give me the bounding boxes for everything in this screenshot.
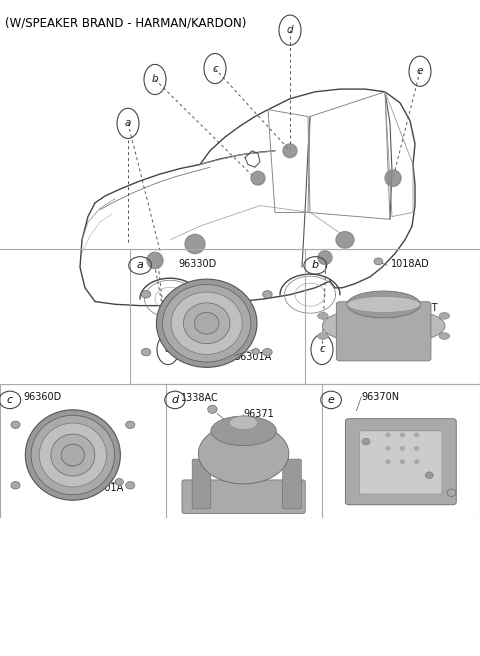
Ellipse shape xyxy=(163,285,251,362)
Ellipse shape xyxy=(347,291,420,318)
Text: a: a xyxy=(137,260,144,270)
Text: c: c xyxy=(319,344,325,354)
Circle shape xyxy=(447,489,456,497)
Text: 1018AD: 1018AD xyxy=(391,258,430,269)
Circle shape xyxy=(414,446,419,450)
Ellipse shape xyxy=(323,307,445,345)
Ellipse shape xyxy=(318,251,332,264)
Text: 96370N: 96370N xyxy=(361,392,399,402)
Ellipse shape xyxy=(385,170,401,186)
FancyBboxPatch shape xyxy=(283,459,301,509)
Ellipse shape xyxy=(263,348,272,356)
Ellipse shape xyxy=(61,444,84,466)
Circle shape xyxy=(400,446,405,450)
Ellipse shape xyxy=(126,421,135,428)
Circle shape xyxy=(115,479,123,485)
Ellipse shape xyxy=(39,423,107,487)
Text: 96330D: 96330D xyxy=(179,258,217,269)
Circle shape xyxy=(252,348,260,354)
Text: c: c xyxy=(212,64,218,73)
Text: 1338AC: 1338AC xyxy=(385,485,423,495)
Circle shape xyxy=(386,446,391,450)
Circle shape xyxy=(414,433,419,437)
Text: d: d xyxy=(171,395,179,405)
FancyBboxPatch shape xyxy=(192,459,211,509)
Ellipse shape xyxy=(126,482,135,489)
Ellipse shape xyxy=(318,312,328,319)
Ellipse shape xyxy=(11,421,20,428)
Ellipse shape xyxy=(347,297,420,312)
Text: a: a xyxy=(125,118,131,129)
Ellipse shape xyxy=(141,291,151,298)
Circle shape xyxy=(208,405,217,413)
Circle shape xyxy=(374,258,383,265)
Text: b: b xyxy=(152,75,158,85)
Ellipse shape xyxy=(194,312,219,334)
Text: 96320T: 96320T xyxy=(401,303,438,313)
Ellipse shape xyxy=(251,171,265,185)
Text: (W/SPEAKER BRAND - HARMAN/KARDON): (W/SPEAKER BRAND - HARMAN/KARDON) xyxy=(5,16,246,30)
Ellipse shape xyxy=(147,252,163,268)
Ellipse shape xyxy=(11,482,20,489)
Text: e: e xyxy=(417,66,423,76)
Text: e: e xyxy=(328,395,335,405)
Ellipse shape xyxy=(156,279,257,367)
FancyBboxPatch shape xyxy=(182,480,305,514)
Text: d: d xyxy=(287,25,293,35)
FancyBboxPatch shape xyxy=(360,431,442,494)
Text: 96360D: 96360D xyxy=(23,392,61,402)
Ellipse shape xyxy=(25,410,120,501)
Ellipse shape xyxy=(318,333,328,339)
FancyBboxPatch shape xyxy=(346,419,456,505)
Text: 1338AC: 1338AC xyxy=(181,393,219,403)
Ellipse shape xyxy=(61,444,84,466)
Ellipse shape xyxy=(51,434,95,476)
Text: a: a xyxy=(165,344,171,354)
Ellipse shape xyxy=(141,348,151,356)
Text: c: c xyxy=(7,395,13,405)
Ellipse shape xyxy=(439,333,450,339)
Ellipse shape xyxy=(183,303,230,344)
Circle shape xyxy=(386,460,391,464)
Ellipse shape xyxy=(439,312,450,319)
Circle shape xyxy=(400,460,405,464)
Ellipse shape xyxy=(211,416,276,445)
Ellipse shape xyxy=(229,416,258,430)
Circle shape xyxy=(425,472,433,479)
Text: b: b xyxy=(312,260,319,270)
Circle shape xyxy=(400,433,405,437)
Ellipse shape xyxy=(263,291,272,298)
Text: 96301A: 96301A xyxy=(235,352,272,361)
Circle shape xyxy=(414,460,419,464)
Ellipse shape xyxy=(171,292,242,354)
Text: 96301A: 96301A xyxy=(86,483,123,493)
Ellipse shape xyxy=(185,234,205,254)
Circle shape xyxy=(386,433,391,437)
Ellipse shape xyxy=(31,415,115,495)
Ellipse shape xyxy=(198,423,289,484)
FancyBboxPatch shape xyxy=(336,302,431,361)
Ellipse shape xyxy=(283,144,297,157)
Ellipse shape xyxy=(194,312,219,334)
Circle shape xyxy=(362,438,370,445)
Text: 96371: 96371 xyxy=(244,409,275,419)
Ellipse shape xyxy=(336,232,354,248)
